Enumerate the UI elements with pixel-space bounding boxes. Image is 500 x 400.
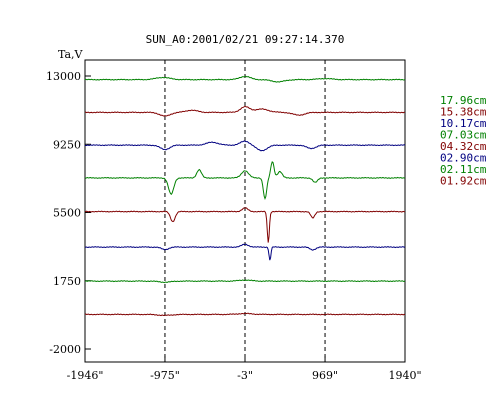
- legend-entry: 04.32cm: [440, 140, 487, 153]
- y-tick-label: 13000: [46, 70, 81, 83]
- y-tick-label: 1750: [53, 275, 81, 288]
- legend-entry: 17.96cm: [440, 94, 487, 107]
- series-line-10.17cm: [84, 140, 406, 152]
- chart-title: SUN_A0:2001/02/21 09:27:14.370: [146, 33, 345, 46]
- legend-entry: 01.92cm: [440, 175, 487, 188]
- legend-entry: 15.38cm: [440, 106, 487, 119]
- series-line-15.38cm: [84, 105, 406, 117]
- legend-entry: 07.03cm: [440, 129, 487, 142]
- legend-entry: 02.90cm: [440, 152, 487, 165]
- x-tick-label: 969": [312, 369, 338, 382]
- y-tick-label: -2000: [49, 343, 81, 356]
- x-tick-label: -3": [237, 369, 253, 382]
- series-line-17.96cm: [84, 75, 406, 83]
- x-tick-label: -1946": [67, 369, 104, 382]
- series-line-07.03cm: [84, 161, 406, 200]
- series-line-01.92cm: [85, 312, 406, 317]
- x-tick-label: -975": [150, 369, 180, 382]
- series-line-04.32cm: [84, 207, 406, 243]
- y-tick-label: 5500: [53, 207, 81, 220]
- series-line-02.11cm: [84, 279, 406, 284]
- legend-entry: 02.11cm: [440, 163, 487, 176]
- y-tick-label: 9250: [53, 138, 81, 151]
- y-axis-label: Ta,V: [58, 48, 84, 61]
- x-tick-label: 1940": [388, 369, 421, 382]
- legend-entry: 10.17cm: [440, 117, 487, 130]
- series-line-02.90cm: [84, 243, 406, 261]
